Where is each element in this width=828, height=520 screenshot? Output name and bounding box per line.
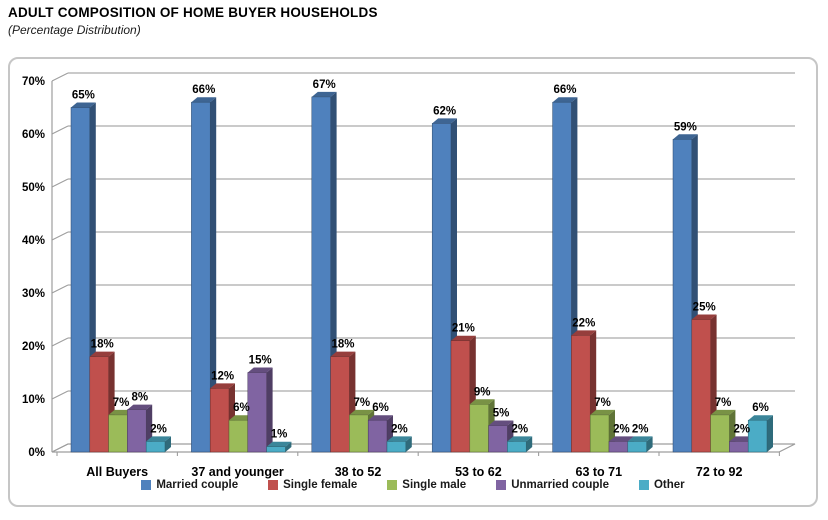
y-axis-tick xyxy=(51,443,69,453)
bar-value-label: 21% xyxy=(452,323,475,335)
legend-label: Other xyxy=(653,479,685,491)
legend-item-single-male: Single male xyxy=(387,479,466,491)
legend-item-other: Other xyxy=(638,479,685,491)
bar-value-label: 22% xyxy=(572,317,595,329)
bar-value-label: 2% xyxy=(632,423,649,435)
legend-label: Single female xyxy=(283,479,358,491)
bar-value-label: 62% xyxy=(433,105,456,117)
legend-swatch-icon xyxy=(387,480,398,490)
bar-value-label: 6% xyxy=(233,402,250,414)
legend-swatch-icon xyxy=(268,480,279,490)
legend-item-unmarried-couple: Unmarried couple xyxy=(496,479,609,491)
bar-value-label: 65% xyxy=(72,90,95,102)
legend-label: Single male xyxy=(402,479,467,491)
y-axis-tick-label: 70% xyxy=(22,76,45,88)
bar-other-63-to-71 xyxy=(627,436,653,453)
bar-value-label: 18% xyxy=(91,339,114,351)
category-label: 63 to 71 xyxy=(576,465,623,479)
chart-legend: Married couple Single female Single male Un… xyxy=(10,479,816,491)
bar-value-label: 6% xyxy=(752,402,769,414)
legend-item-single-female: Single female xyxy=(268,479,357,491)
bar-unmarried-couple-37-and-younger xyxy=(247,367,273,453)
bar-value-label: 7% xyxy=(594,397,611,409)
bar-unmarried-couple-53-to-62 xyxy=(488,420,514,453)
y-axis-tick xyxy=(51,337,69,347)
bar-value-label: 66% xyxy=(192,84,215,96)
bar-value-label: 7% xyxy=(353,397,370,409)
bar-other-all-buyers xyxy=(145,436,171,453)
y-axis-tick xyxy=(51,390,69,400)
bar-value-label: 18% xyxy=(331,339,354,351)
bar-value-label: 1% xyxy=(271,429,288,441)
y-axis-tick-label: 10% xyxy=(22,394,45,406)
chart-title: ADULT COMPOSITION OF HOME BUYER HOUSEHOL… xyxy=(8,5,378,20)
legend-swatch-icon xyxy=(141,480,152,490)
bar-married-couple-37-and-younger xyxy=(191,97,217,453)
bar-value-label: 66% xyxy=(553,84,576,96)
bar-value-label: 15% xyxy=(249,355,272,367)
legend-swatch-icon xyxy=(638,480,649,490)
chart-frame: 0% 10% 20% 30% 40% 50% 60% 70% 65% 18% 7% 8% 2% 66% 12… xyxy=(8,57,818,507)
y-axis-tick-label: 60% xyxy=(22,129,45,141)
bar-value-label: 8% xyxy=(131,392,148,404)
bar-other-38-to-52 xyxy=(386,436,412,453)
y-axis-tick xyxy=(51,125,69,135)
y-axis-tick xyxy=(51,178,69,188)
bar-other-37-and-younger xyxy=(266,441,292,453)
y-axis-tick xyxy=(51,231,69,241)
y-axis-tick xyxy=(51,72,69,82)
bar-value-label: 6% xyxy=(372,402,389,414)
category-label: 37 and younger xyxy=(191,465,284,479)
category-label: 38 to 52 xyxy=(335,465,382,479)
category-label: 72 to 92 xyxy=(696,465,743,479)
legend-label: Married couple xyxy=(156,479,239,491)
bar-other-72-to-92 xyxy=(747,415,773,453)
bar-value-label: 7% xyxy=(113,397,130,409)
bar-value-label: 2% xyxy=(511,423,528,435)
bar-single-male-63-to-71 xyxy=(589,409,615,453)
legend-swatch-icon xyxy=(496,480,507,490)
bar-chart-plot: 0%10%20%30%40%50%60%70%65%18%7% 8%2%66%12… xyxy=(22,72,796,479)
y-axis-tick-label: 20% xyxy=(22,341,45,353)
bar-value-label: 2% xyxy=(613,423,630,435)
bar-value-label: 2% xyxy=(391,423,408,435)
bar-value-label: 5% xyxy=(493,408,510,420)
bar-value-label: 9% xyxy=(474,386,491,398)
bar-other-53-to-62 xyxy=(507,436,533,453)
chart-subtitle: (Percentage Distribution) xyxy=(8,23,141,37)
bar-single-male-72-to-92 xyxy=(710,409,736,453)
y-axis-tick-label: 30% xyxy=(22,288,45,300)
legend-label: Unmarried couple xyxy=(511,479,609,491)
y-axis-tick xyxy=(51,284,69,294)
category-label: All Buyers xyxy=(86,465,148,479)
bar-value-label: 67% xyxy=(313,79,336,91)
bar-value-label: 2% xyxy=(733,423,750,435)
bar-value-label: 59% xyxy=(674,121,697,133)
bar-value-label: 7% xyxy=(715,397,732,409)
y-axis-tick-label: 0% xyxy=(28,447,45,459)
bar-value-label: 12% xyxy=(211,370,234,382)
legend-item-married-couple: Married couple xyxy=(141,479,238,491)
bar-value-label: 25% xyxy=(693,302,716,314)
category-label: 53 to 62 xyxy=(455,465,502,479)
y-axis-tick-label: 40% xyxy=(22,235,45,247)
bar-value-label: 2% xyxy=(150,423,167,435)
y-axis-tick-label: 50% xyxy=(22,182,45,194)
